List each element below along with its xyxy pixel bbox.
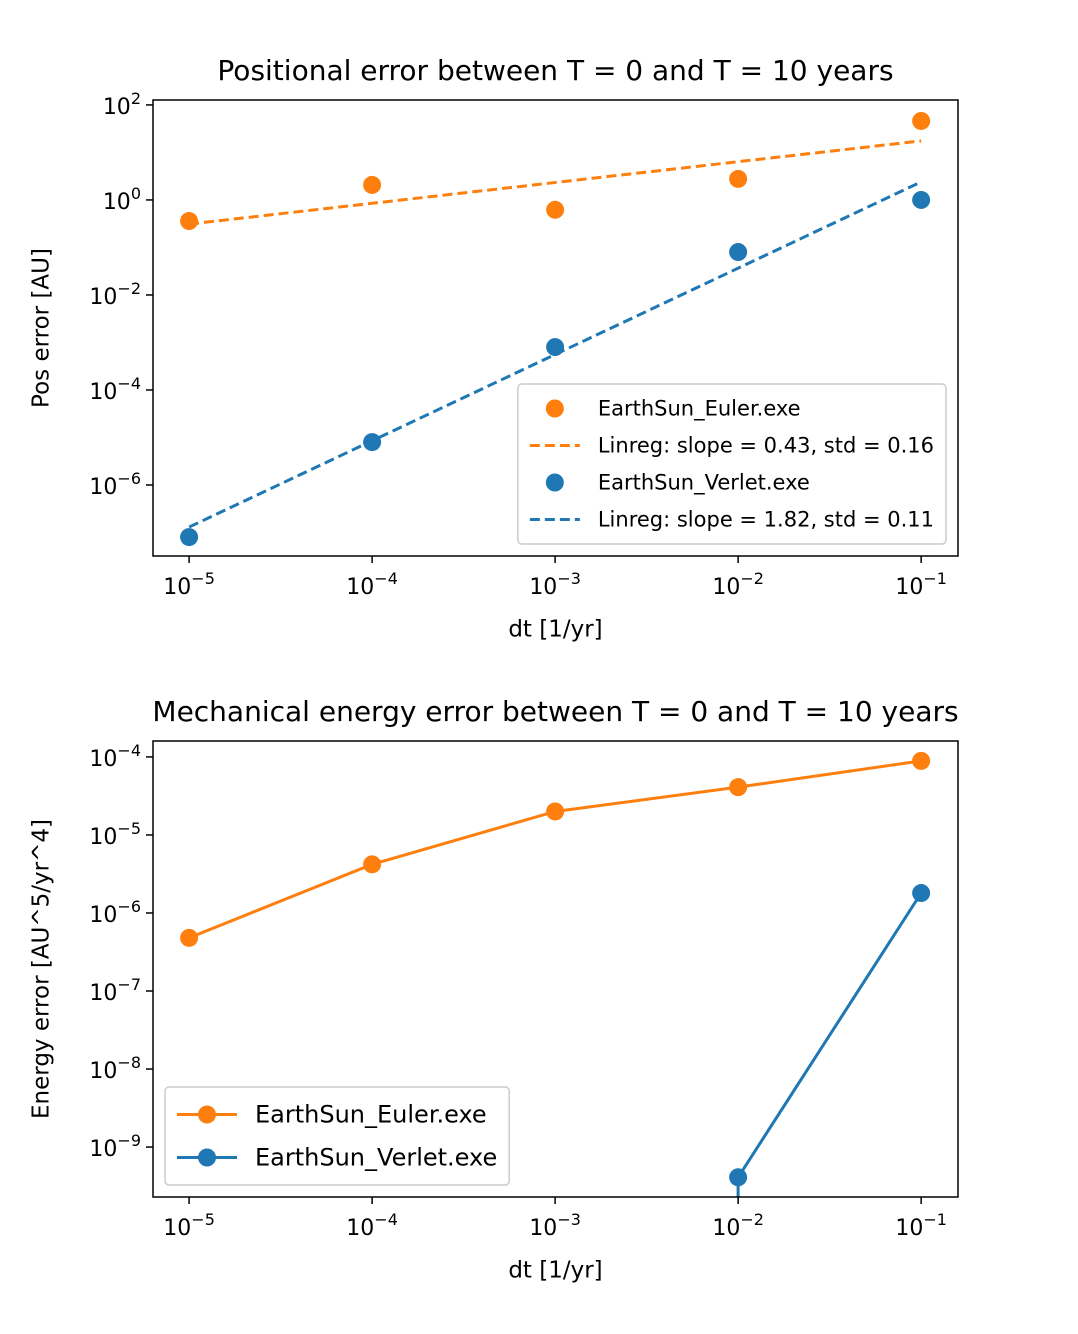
data-point — [912, 190, 931, 209]
data-point — [546, 200, 565, 219]
y-tick-label: 10−9 — [89, 1131, 141, 1163]
x-tick-label: 10−3 — [529, 1210, 581, 1242]
x-tick-label: 10−2 — [712, 1210, 764, 1242]
legend-marker — [545, 473, 564, 492]
y-axis-label: Energy error [AU^5/yr^4] — [29, 819, 55, 1119]
chart-title: Mechanical energy error between T = 0 an… — [152, 695, 958, 728]
legend-marker — [545, 399, 564, 418]
y-tick-label: 10−7 — [89, 975, 141, 1007]
legend-label: EarthSun_Euler.exe — [598, 397, 801, 422]
data-point — [912, 751, 931, 770]
chart-title: Positional error between T = 0 and T = 1… — [217, 54, 893, 87]
plot-area — [180, 111, 931, 547]
legend-box — [164, 1086, 510, 1186]
legend-marker — [198, 1105, 216, 1124]
plot-area — [180, 751, 931, 1197]
y-tick-label: 10−8 — [89, 1053, 141, 1085]
data-point — [729, 1168, 748, 1187]
axes-frame — [152, 740, 959, 1198]
y-tick-label: 10−6 — [89, 896, 141, 928]
data-point — [729, 243, 748, 262]
x-tick-label: 10−5 — [163, 569, 215, 601]
legend-label: Linreg: slope = 0.43, std = 0.16 — [598, 434, 934, 458]
legend-label: EarthSun_Verlet.exe — [255, 1144, 497, 1172]
data-point — [180, 212, 199, 231]
data-point — [180, 928, 199, 947]
x-tick-label: 10−1 — [895, 1210, 947, 1242]
y-tick-label: 102 — [103, 88, 141, 120]
axes-frame — [152, 99, 959, 557]
y-tick-label: 100 — [103, 183, 141, 215]
legend-label: EarthSun_Verlet.exe — [598, 471, 810, 496]
x-axis-label: dt [1/yr] — [508, 1258, 602, 1284]
y-tick-label: 10−4 — [89, 373, 141, 405]
data-point — [363, 175, 382, 194]
x-tick-label: 10−4 — [346, 569, 398, 601]
data-point — [363, 855, 382, 874]
legend-marker — [198, 1148, 216, 1167]
x-tick-label: 10−2 — [712, 569, 764, 601]
x-tick-label: 10−3 — [529, 569, 581, 601]
data-point — [729, 169, 748, 188]
data-point — [180, 528, 199, 547]
x-tick-label: 10−1 — [895, 569, 947, 601]
y-tick-label: 10−4 — [89, 740, 141, 772]
data-point — [729, 778, 748, 797]
data-point — [912, 111, 931, 130]
x-tick-label: 10−5 — [163, 1210, 215, 1242]
legend-box — [517, 383, 947, 545]
x-axis-label: dt [1/yr] — [508, 617, 602, 643]
series-line — [736, 892, 923, 1197]
data-point — [912, 884, 931, 903]
data-point — [546, 802, 565, 821]
legend-label: Linreg: slope = 1.82, std = 0.11 — [598, 508, 934, 532]
y-tick-label: 10−2 — [89, 278, 141, 310]
y-tick-label: 10−6 — [89, 468, 141, 500]
x-tick-label: 10−4 — [346, 1210, 398, 1242]
legend-label: EarthSun_Euler.exe — [255, 1101, 487, 1129]
y-axis-label: Pos error [AU] — [29, 248, 55, 408]
series-line — [188, 139, 922, 226]
y-tick-label: 10−5 — [89, 818, 141, 850]
